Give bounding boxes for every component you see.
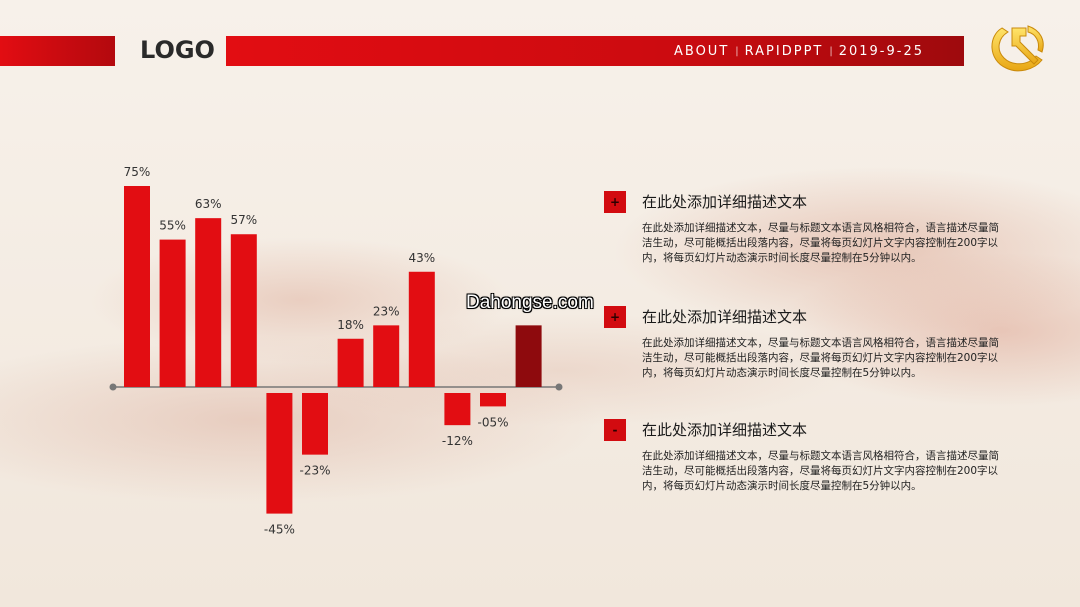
bar: [444, 393, 471, 426]
axis-endpoint: [555, 383, 563, 391]
left-accent-bar: [0, 36, 115, 66]
bar-value-label: -23%: [299, 464, 330, 478]
bar-value-label: 23%: [373, 304, 400, 318]
bar: [230, 234, 257, 387]
bar-value-label: 43%: [408, 251, 435, 265]
bar: [480, 393, 506, 407]
bar: [337, 338, 364, 387]
bar-value-label: -45%: [264, 523, 295, 537]
bar: [159, 239, 186, 387]
bar-value-label: 55%: [159, 219, 186, 233]
bar-value-label: 63%: [195, 197, 222, 211]
party-emblem-icon: [991, 25, 1044, 72]
nav-date: 2019-9-25: [838, 43, 924, 59]
bar: [408, 271, 435, 387]
header-bar: ABOUT | RAPIDPPT | 2019-9-25: [226, 36, 964, 66]
nav-separator: |: [829, 45, 833, 57]
nav-rapidppt[interactable]: RAPIDPPT: [744, 43, 824, 59]
nav-about[interactable]: ABOUT: [673, 43, 730, 59]
item-title: 在此处添加详细描述文本: [642, 308, 808, 326]
bar-value-label: 75%: [124, 165, 151, 179]
bar-value-label: 57%: [230, 213, 257, 227]
bar-value-label: 18%: [337, 318, 364, 332]
item-description: 在此处添加详细描述文本，尽量与标题文本语言风格相符合，语言描述尽量简洁生动，尽可…: [642, 222, 999, 264]
bar: [124, 186, 150, 387]
bar: [195, 218, 222, 387]
item-title: 在此处添加详细描述文本: [642, 193, 808, 211]
axis-endpoint: [109, 383, 117, 391]
watermark: Dahongse.com: [466, 292, 594, 313]
logo: LOGO: [140, 36, 215, 64]
bar: [266, 393, 293, 514]
plus-icon: +: [604, 191, 626, 213]
nav-separator: |: [735, 45, 739, 57]
item-description: 在此处添加详细描述文本，尽量与标题文本语言风格相符合，语言描述尽量简洁生动，尽可…: [642, 450, 999, 492]
bar: [302, 393, 328, 455]
bar-value-label: -05%: [477, 415, 508, 429]
bar-value-label: -12%: [442, 434, 473, 448]
bar: [515, 325, 542, 387]
bar: [373, 325, 400, 387]
item-description: 在此处添加详细描述文本，尽量与标题文本语言风格相符合，语言描述尽量简洁生动，尽可…: [642, 337, 999, 379]
item-title: 在此处添加详细描述文本: [642, 421, 808, 439]
plus-icon: +: [604, 306, 626, 328]
minus-icon: -: [604, 419, 626, 441]
